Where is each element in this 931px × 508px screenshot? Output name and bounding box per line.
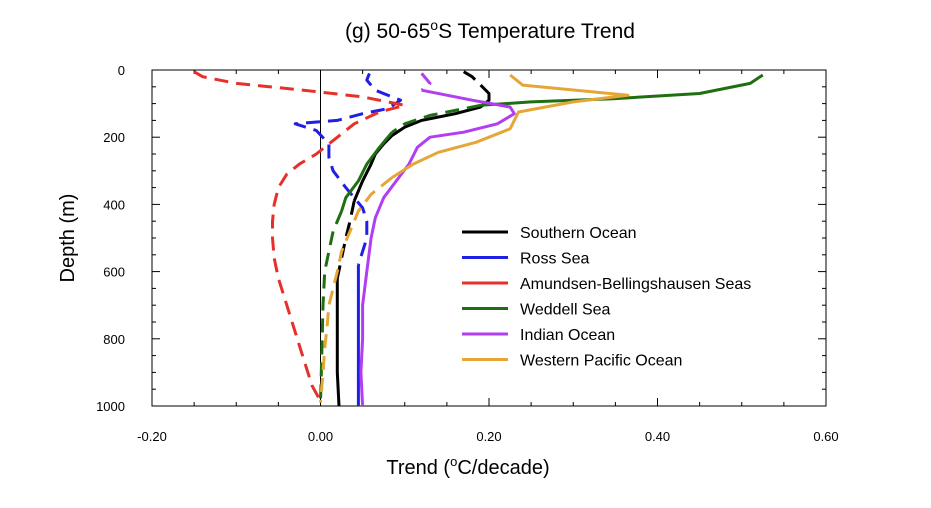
y-tick-label: 0 xyxy=(118,63,125,78)
legend-label: Southern Ocean xyxy=(520,225,637,242)
series-line-solid xyxy=(391,73,630,179)
legend-label: Amundsen-Bellingshausen Seas xyxy=(520,276,751,293)
series-line-dashed xyxy=(335,200,356,279)
title-superscript: o xyxy=(430,17,438,33)
x-tick-label: 0.00 xyxy=(308,429,333,444)
legend-label: Western Pacific Ocean xyxy=(520,353,682,370)
series-line-dashed xyxy=(193,70,407,402)
ticks-layer: -0.20 0.00 0.20 0.40 0.60 0 200 400 600 800 1000 xyxy=(96,63,839,444)
y-tick-label: 200 xyxy=(103,130,125,145)
series-line-dashed xyxy=(319,210,343,403)
x-tick-label: 0.20 xyxy=(476,429,501,444)
y-tick-label: 800 xyxy=(103,332,125,347)
series-indian-ocean xyxy=(359,72,516,407)
y-axis-label: Depth (m) xyxy=(57,194,79,283)
chart-title: (g) 50-65oS Temperature Trend xyxy=(345,17,635,43)
series-weddell-sea xyxy=(319,73,764,403)
series-line-solid xyxy=(335,278,341,407)
x-tick-label: 0.40 xyxy=(645,429,670,444)
x-tick-label: -0.20 xyxy=(137,429,167,444)
y-tick-label: 600 xyxy=(103,265,125,280)
x-tick-label: 0.60 xyxy=(813,429,838,444)
series-line-dashed xyxy=(319,176,394,403)
series-western-pacific-ocean xyxy=(319,73,630,403)
series-line-dashed xyxy=(462,70,482,87)
legend: Southern Ocean Ross Sea Amundsen-Bellingsh… xyxy=(462,225,751,370)
legend-label: Indian Ocean xyxy=(520,327,615,344)
plot-frame xyxy=(151,69,827,407)
series-layer xyxy=(193,70,764,407)
series-ross-sea xyxy=(293,72,402,406)
series-line-solid xyxy=(480,73,764,107)
series-amundsen-bellingshausen-seas xyxy=(193,70,407,402)
series-line-dashed xyxy=(391,103,481,134)
series-line-dashed xyxy=(420,72,432,92)
x-axis-label: Trend (oC/decade) xyxy=(386,454,549,479)
xlabel-superscript: o xyxy=(450,454,457,469)
legend-label: Ross Sea xyxy=(520,251,589,268)
series-line-solid xyxy=(340,131,394,212)
y-tick-label: 1000 xyxy=(96,399,125,414)
series-southern-ocean xyxy=(335,70,491,407)
legend-label: Weddell Sea xyxy=(520,302,611,319)
series-line-solid xyxy=(352,84,491,202)
y-tick-label: 400 xyxy=(103,197,125,212)
series-line-dashed xyxy=(293,72,402,266)
